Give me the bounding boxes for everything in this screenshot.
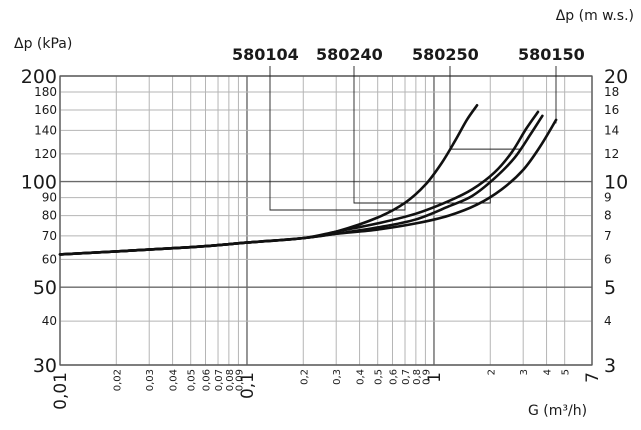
series-line xyxy=(58,118,558,256)
y-tick-label-left: 160 xyxy=(34,103,57,117)
tick-labels: 0,01 0,02 0,03 0,04 0,05 0,06 0,07 0,080,090,1 0… xyxy=(21,66,628,410)
x-tick-label: 1 xyxy=(425,372,445,383)
x-tick-label: 0,2 xyxy=(299,369,310,385)
series-label: 580240 xyxy=(316,45,383,64)
x-tick-label: 0,7 xyxy=(401,369,412,385)
y-tick-label-right: 3 xyxy=(604,355,616,377)
y-tick-label-left: 90 xyxy=(42,191,57,205)
x-tick-label: 0,9 xyxy=(421,369,432,385)
x-tick-label: 7 xyxy=(583,372,603,383)
series-lines xyxy=(58,104,558,256)
y-tick-label-right: 20 xyxy=(604,66,628,88)
y-tick-label-left: 30 xyxy=(33,355,57,377)
y-tick-label-right: 18 xyxy=(604,85,619,99)
leader-line xyxy=(353,66,491,204)
x-tick-label: 0,5 xyxy=(374,369,385,385)
series-label: 580250 xyxy=(412,45,479,64)
x-tick-label: 0,8 xyxy=(412,369,423,385)
x-tick-label: 0,01 xyxy=(51,372,71,410)
series-label: 580104 xyxy=(232,45,299,64)
x-tick-label: 0,3 xyxy=(332,369,343,385)
series-label: 580150 xyxy=(518,45,585,64)
y-tick-label-right: 6 xyxy=(604,252,612,266)
y-tick-label-left: 200 xyxy=(21,66,57,88)
x-tick-label: 2 xyxy=(486,369,497,375)
plot-border xyxy=(59,75,593,366)
y-tick-label-right: 5 xyxy=(604,277,616,299)
y-tick-label-right: 7 xyxy=(604,229,612,243)
y-tick-label-right: 12 xyxy=(604,147,619,161)
y-tick-label-left: 180 xyxy=(34,85,57,99)
x-tick-label: 0,4 xyxy=(356,369,367,385)
x-tick-label: 4 xyxy=(543,369,554,375)
y-tick-label-right: 16 xyxy=(604,103,619,117)
x-tick-label: 0,02 xyxy=(112,369,123,391)
y-tick-label-left: 40 xyxy=(42,314,57,328)
y-tick-label-left: 50 xyxy=(33,277,57,299)
x-tick-label: 0,07 xyxy=(214,369,225,391)
x-tick-label: 0,03 xyxy=(145,369,156,391)
y-tick-label-left: 80 xyxy=(42,209,57,223)
x-tick-label: 0,06 xyxy=(202,369,213,391)
x-tick-label: 5 xyxy=(561,369,572,375)
y-tick-label-left: 140 xyxy=(34,123,57,137)
y-tick-label-right: 9 xyxy=(604,191,612,205)
x-tick-label: 0,09 xyxy=(234,369,245,391)
y-tick-label-left: 120 xyxy=(34,147,57,161)
y-tick-label-right: 14 xyxy=(604,123,619,137)
y-tick-label-left: 70 xyxy=(42,229,57,243)
x-tick-label: 0,08 xyxy=(225,369,236,391)
grid-lines xyxy=(59,75,593,366)
x-tick-label: 0,1 xyxy=(238,372,258,399)
x-tick-label: 0,6 xyxy=(388,369,399,385)
y-tick-label-left: 60 xyxy=(42,252,57,266)
y-axis-title-left: Δp (kPa) xyxy=(14,36,72,52)
y-axis-title-right: Δp (m w.s.) xyxy=(556,8,634,24)
x-axis-title: G (m³/h) xyxy=(528,403,587,419)
series-labels: 580104 580240 580250 580150 xyxy=(232,45,585,64)
leader-line xyxy=(269,66,406,211)
x-tick-label: 0,05 xyxy=(187,369,198,391)
y-tick-label-right: 8 xyxy=(604,209,612,223)
x-tick-label: 3 xyxy=(519,369,530,375)
x-tick-label: 0,04 xyxy=(169,369,180,391)
y-tick-label-right: 4 xyxy=(604,314,612,328)
y-tick-label-right: 10 xyxy=(604,172,628,194)
y-tick-label-left: 100 xyxy=(21,172,57,194)
